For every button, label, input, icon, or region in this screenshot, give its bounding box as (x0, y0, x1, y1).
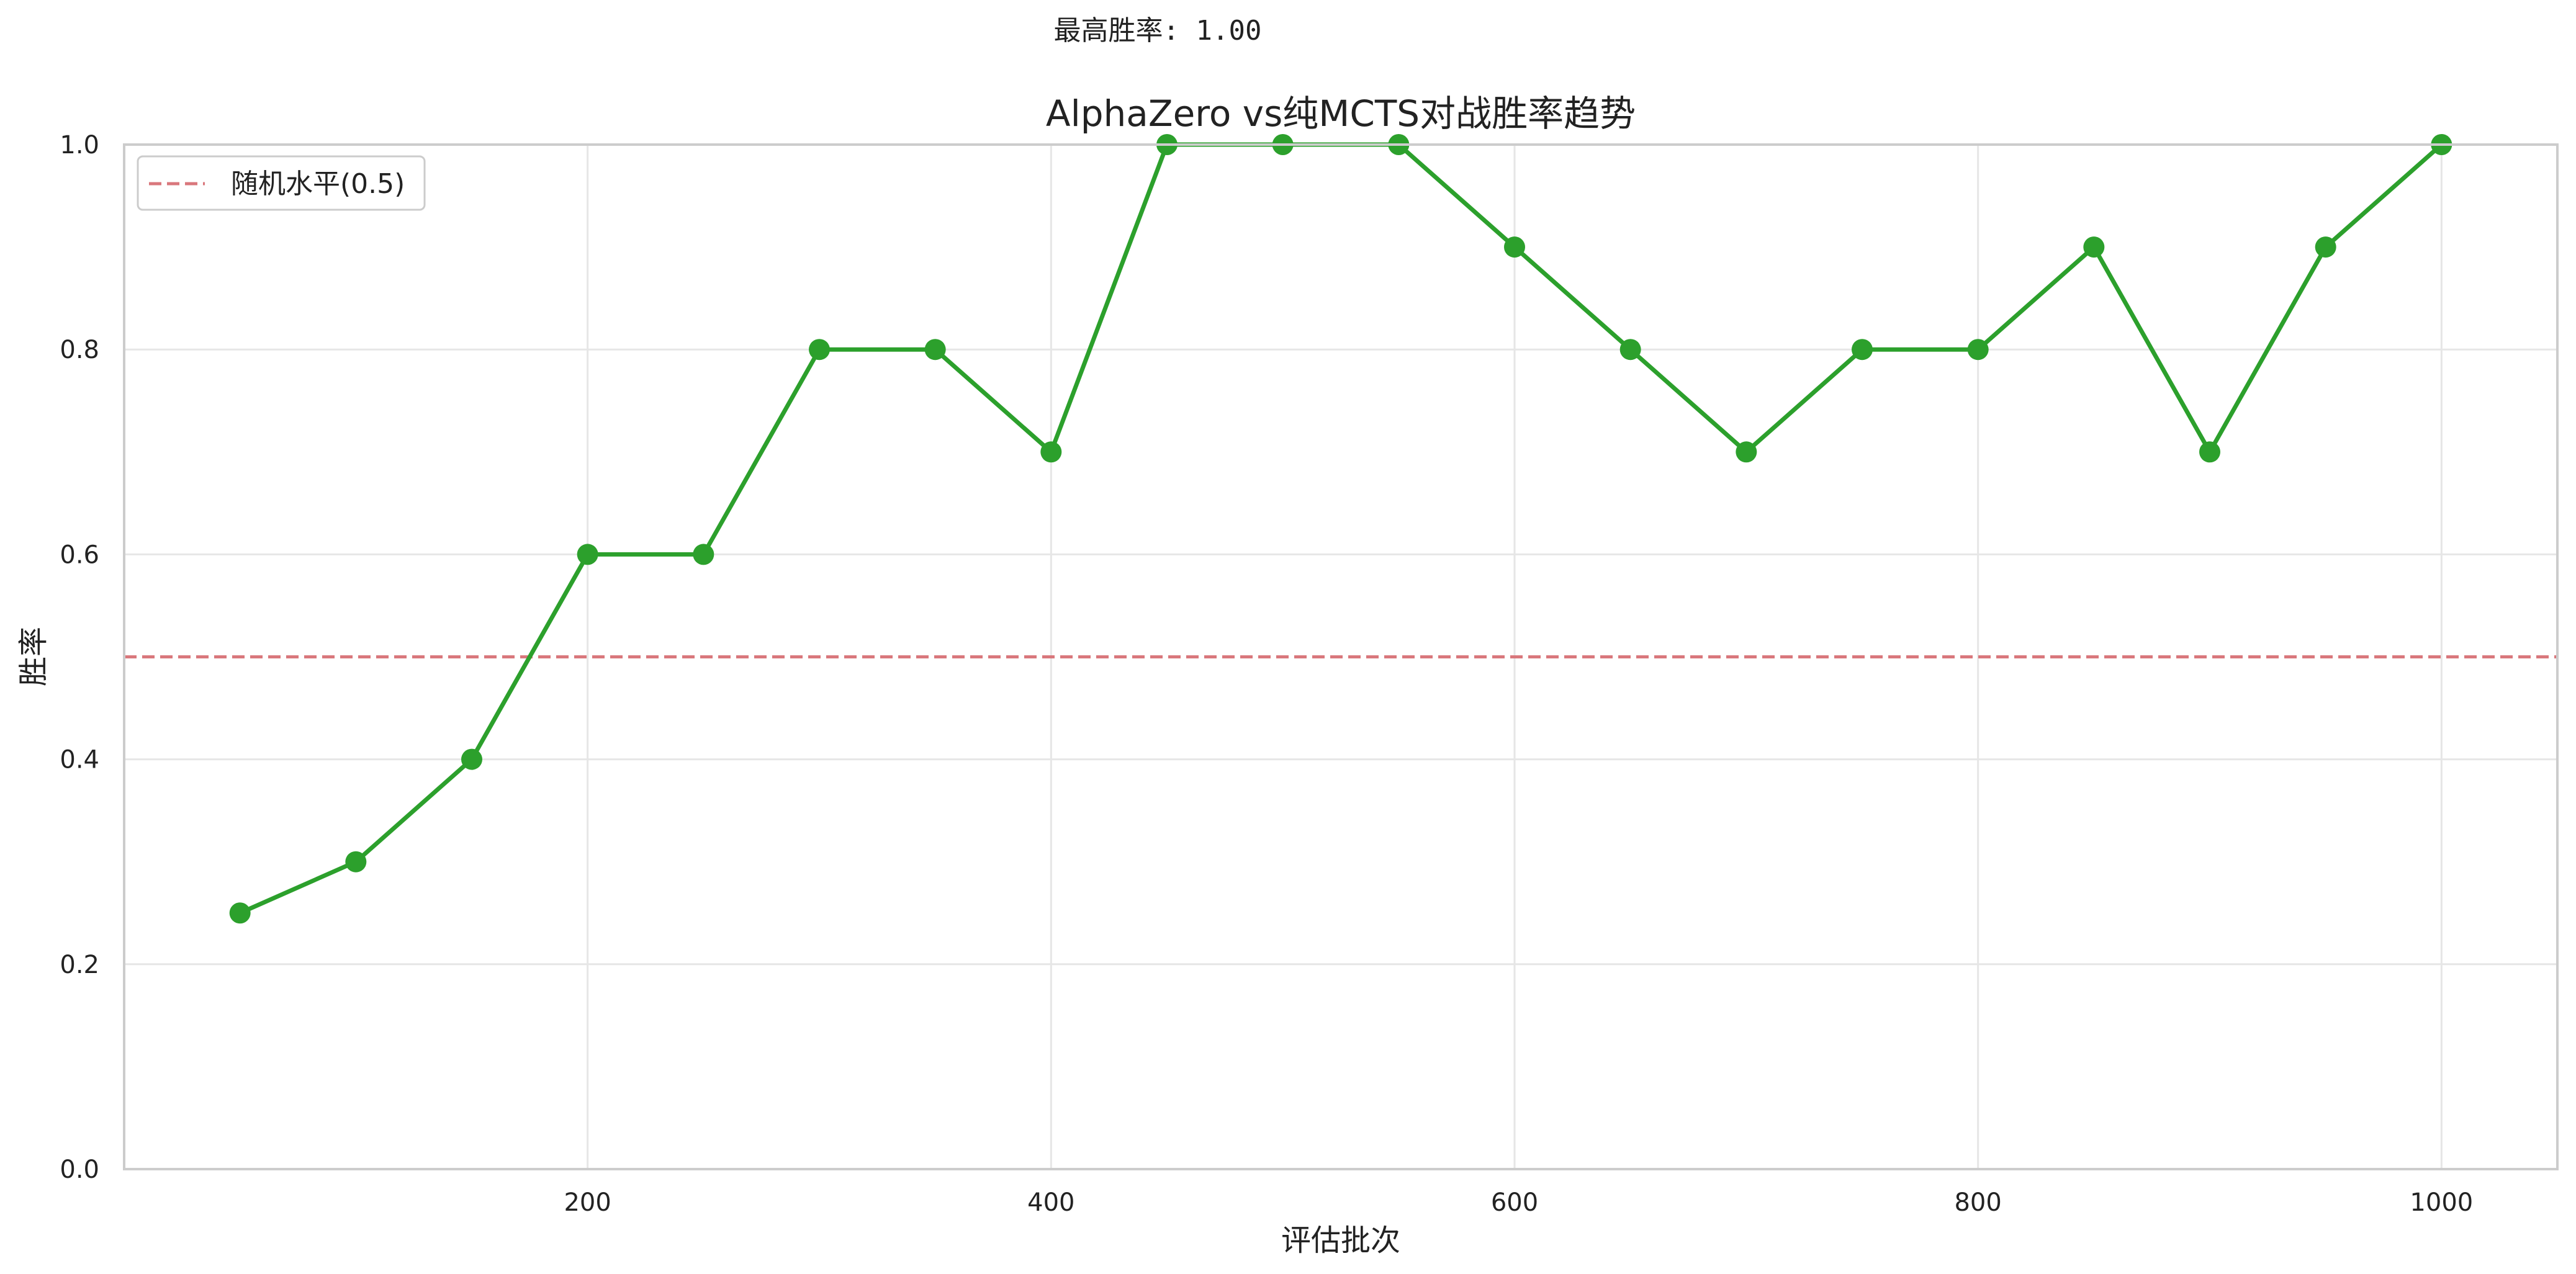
y-tick-label: 0.6 (60, 541, 99, 569)
data-point (1504, 236, 1525, 258)
y-tick-label: 0.4 (60, 746, 99, 774)
data-point (809, 339, 830, 360)
y-tick-label: 0.8 (60, 336, 99, 364)
chart-title: AlphaZero vs纯MCTS对战胜率趋势 (1046, 92, 1636, 135)
data-point (2315, 236, 2336, 258)
data-point (1852, 339, 1873, 360)
y-axis-label: 胜率 (16, 627, 51, 686)
legend: 随机水平(0.5) (138, 156, 425, 210)
data-point (1040, 441, 1061, 462)
data-point (2199, 441, 2220, 462)
y-tick-label: 1.0 (60, 131, 99, 159)
x-tick-label: 200 (564, 1188, 611, 1217)
x-tick-label: 1000 (2410, 1188, 2473, 1217)
data-point (693, 544, 714, 565)
data-point (925, 339, 946, 360)
data-point (1620, 339, 1641, 360)
x-tick-label: 800 (1954, 1188, 2001, 1217)
data-point (577, 544, 598, 565)
y-tick-label: 0.2 (60, 951, 99, 979)
x-tick-label: 600 (1491, 1188, 1538, 1217)
x-tick-label: 400 (1027, 1188, 1074, 1217)
data-point (2083, 236, 2104, 258)
data-point (1736, 441, 1757, 462)
y-tick-label: 0.0 (60, 1155, 99, 1184)
data-point (230, 902, 251, 923)
data-point (345, 851, 366, 873)
max-winrate-annotation: 最高胜率: 1.00 (1054, 15, 1262, 47)
data-point (1968, 339, 1989, 360)
x-axis-label: 评估批次 (1281, 1223, 1400, 1258)
legend-label-reference-line: 随机水平(0.5) (231, 168, 405, 200)
data-point (461, 749, 482, 770)
